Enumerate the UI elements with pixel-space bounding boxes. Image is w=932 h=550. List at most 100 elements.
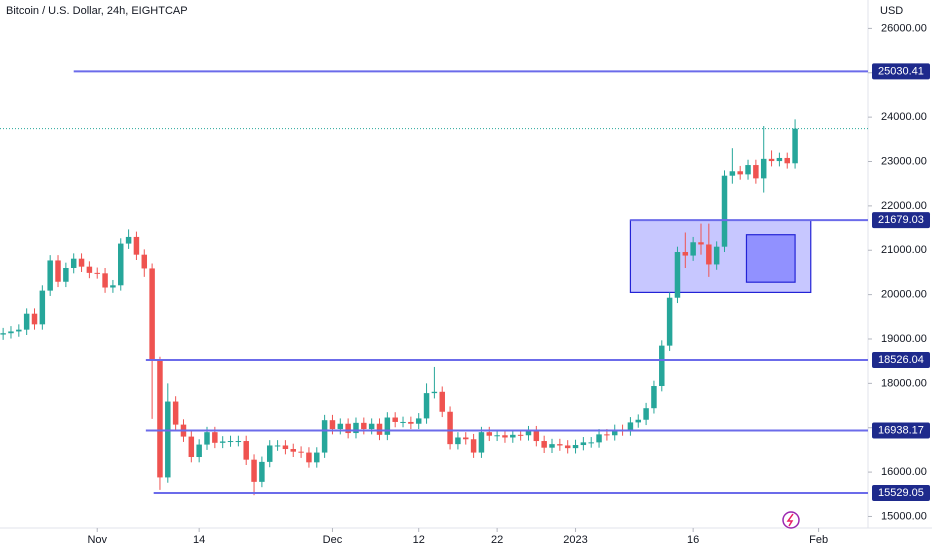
level-label: 15529.05 [878,487,924,499]
level-label: 25030.41 [878,65,924,77]
candle-body [290,449,296,452]
candle-body [274,445,281,447]
candle-body [400,421,406,423]
candle-body [172,401,179,425]
candle-body [204,432,210,445]
level-label-box [872,422,930,439]
candle-body [478,432,485,453]
candle-body [439,391,445,412]
y-tick-label: 23000.00 [881,155,927,167]
candle-body [463,437,469,440]
candle-body [376,423,383,435]
candle-body [16,329,22,332]
candle-body [415,418,422,424]
candle-body [321,420,328,453]
candle-body [235,441,242,443]
candle-body [392,417,398,422]
candle-body [674,252,681,298]
candle-body [337,423,344,430]
candle-body [643,408,649,420]
candle-body [157,359,163,478]
candle-body [298,451,304,453]
candle-body [31,313,38,325]
candle-body [557,444,563,446]
candle-body [149,268,155,360]
candle-body [86,266,93,273]
candle-body [23,313,30,330]
candle-body [502,435,508,438]
candle-body [792,128,798,164]
candle-body [110,285,116,288]
candle-body [517,434,524,436]
candle-body [118,243,124,286]
currency-label: USD [880,5,903,17]
candle-body [94,272,100,274]
candle-body [219,441,226,443]
candle-body [651,386,657,409]
candle-body [659,345,665,387]
y-tick-label: 24000.00 [881,111,927,123]
level-label: 16938.17 [878,424,924,436]
candle-body [572,445,579,449]
y-tick-label: 20000.00 [881,289,927,301]
candle-body [588,442,594,444]
candle-body [753,165,759,179]
candle-body [70,258,77,268]
candle-body [266,445,273,462]
candle-body [721,175,728,247]
y-tick-label: 21000.00 [881,244,927,256]
candle-body [698,242,704,245]
candle-body [682,252,689,256]
level-label-box [872,63,930,80]
x-tick-label: 14 [193,534,205,546]
candle-body [431,391,438,394]
candle-body [227,441,234,443]
candle-body [541,441,547,448]
candle-body [306,452,312,463]
candle-body [188,436,195,458]
candle-body [549,444,555,448]
candle-body [251,459,257,482]
candle-body [408,421,414,424]
candle-body [784,157,790,164]
candle-body [768,158,775,162]
candle-body [533,431,540,442]
candle-body [455,437,461,445]
y-tick-label: 22000.00 [881,200,927,212]
candle-body [486,432,493,436]
logo [782,511,800,529]
candle-body [690,242,696,256]
candle-body [611,429,618,436]
y-tick-label: 18000.00 [881,377,927,389]
candle-body [141,254,148,269]
candle-body [282,445,289,450]
candle-body [39,290,46,325]
candle-body [133,236,140,255]
candle-body [470,439,477,453]
x-tick-label: 2023 [563,534,587,546]
candle-body [368,423,375,430]
candle-body [243,441,249,460]
candle-body [510,434,516,438]
candle-body [212,432,218,443]
candle-body [55,260,61,282]
candle-body [635,419,642,423]
candle-body [63,267,69,282]
candle-body [345,423,351,434]
candle-body [102,273,108,288]
candle-body [666,297,673,346]
candle-body [760,158,767,179]
candle-body [706,244,712,265]
candle-body [329,420,336,430]
zone [745,234,796,283]
level-label-box [872,484,930,501]
candle-body [713,246,720,265]
candle-body [525,431,532,436]
chart-title: Bitcoin / U.S. Dollar, 24h, EIGHTCAP [6,5,188,17]
candle-body [604,434,610,436]
candle-body [196,444,202,458]
candle-body [125,236,132,244]
candle-body [447,411,453,445]
candle-body [165,401,171,478]
